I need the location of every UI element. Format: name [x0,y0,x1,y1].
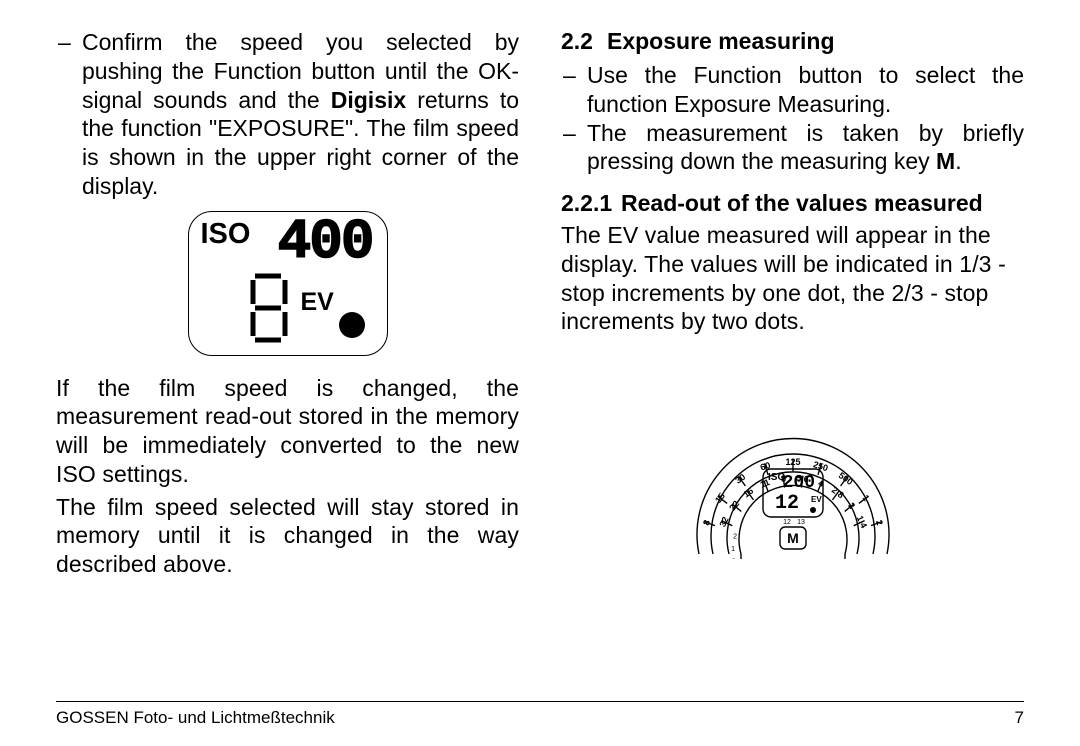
svg-text:4: 4 [816,478,824,489]
product-name: Digisix [331,87,406,113]
left-column: – Confirm the speed you selected by push… [56,28,519,695]
svg-text:60: 60 [759,460,772,473]
dash-icon: – [561,61,587,119]
right-bullet-1: – Use the Function button to select the … [561,61,1024,119]
heading-number: 2.2.1 [561,190,621,217]
page-number: 7 [1015,708,1024,728]
svg-text:1.4: 1.4 [854,514,868,530]
stop-dot-icon [339,312,365,338]
dash-icon: – [56,28,82,201]
figure-2-wrap: 815306012525050012 3222161185.642.821.4 … [561,354,1024,559]
mini-ev-value: 12 [774,492,798,515]
iso-value: 400 [278,210,373,274]
svg-text:32: 32 [717,515,730,528]
svg-text:16: 16 [741,486,755,500]
svg-text:12: 12 [783,519,791,526]
svg-text:15: 15 [713,491,727,505]
columns: – Confirm the speed you selected by push… [56,28,1024,695]
right-bullet-2: – The measurement is taken by briefly pr… [561,119,1024,177]
page-footer: GOSSEN Foto- und Lichtmeßtechnik 7 [56,702,1024,728]
svg-text:2.8: 2.8 [829,485,845,500]
svg-text:2: 2 [731,558,735,559]
section-2-2-heading: 2.2 Exposure measuring [561,28,1024,55]
svg-text:1: 1 [731,546,735,553]
left-bullet-1: – Confirm the speed you selected by push… [56,28,519,201]
ev-label: EV [301,288,334,317]
svg-text:13: 13 [797,519,805,526]
svg-text:30: 30 [733,472,747,486]
left-para-3: The film speed selected will stay stored… [56,493,519,579]
left-para-2: If the film speed is changed, the measur… [56,374,519,489]
iso-label: ISO [201,218,251,251]
mini-iso-value: 200 [782,473,814,493]
heading-number: 2.2 [561,28,607,55]
text: . [955,148,961,174]
svg-text:2: 2 [873,519,884,527]
heading-text: Read-out of the values measured [621,190,983,217]
heading-text: Exposure measuring [607,28,835,55]
right-bullet-1-body: Use the Function button to select the fu… [587,61,1024,119]
lcd-figure: ISO 400 [188,211,388,356]
svg-text:500: 500 [836,470,854,487]
footer-left: GOSSEN Foto- und Lichtmeßtechnik [56,708,335,728]
key-m: M [936,148,955,174]
mini-ev-label: EV [811,495,822,504]
ev-digit [245,270,295,353]
mini-dot-icon [810,507,816,513]
svg-text:2: 2 [733,533,737,540]
figure-1-wrap: ISO 400 [56,211,519,356]
svg-text:8: 8 [701,519,712,527]
meter-dial-figure: 815306012525050012 3222161185.642.821.4 … [693,354,893,559]
right-para-1: The EV value measured will appear in the… [561,221,1024,336]
right-bullet-2-body: The measurement is taken by briefly pres… [587,119,1024,177]
right-column: 2.2 Exposure measuring – Use the Functio… [561,28,1024,695]
dash-icon: – [561,119,587,177]
svg-text:125: 125 [785,457,800,467]
left-bullet-1-body: Confirm the speed you selected by pushin… [82,28,519,201]
section-2-2-1-heading: 2.2.1 Read-out of the values measured [561,190,1024,217]
m-button-label: M [787,530,799,546]
manual-page: – Confirm the speed you selected by push… [0,0,1080,746]
